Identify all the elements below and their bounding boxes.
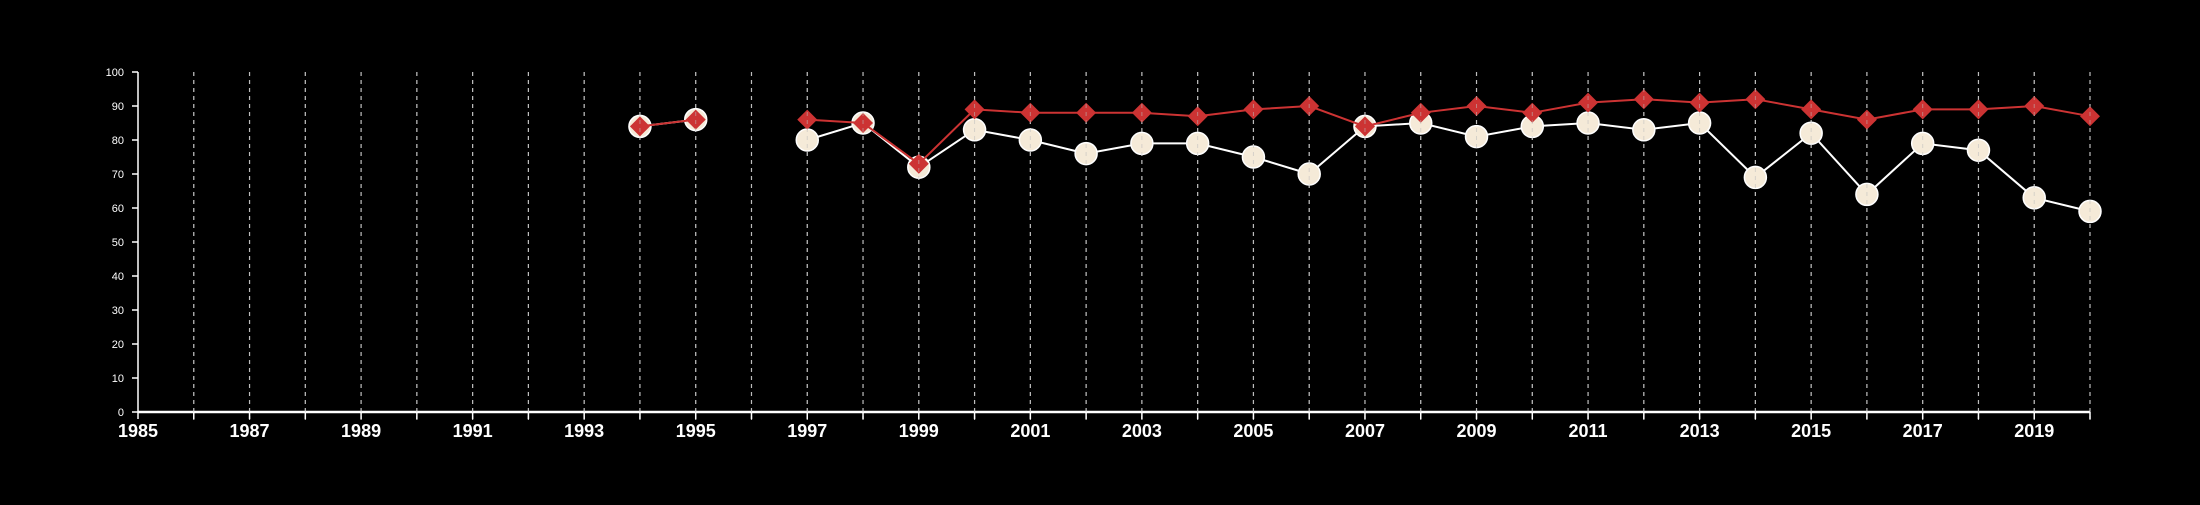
y-tick-label: 20 <box>112 339 124 351</box>
y-tick-label: 90 <box>112 101 124 113</box>
y-tick-label: 30 <box>112 305 124 317</box>
x-tick-label: 1985 <box>118 421 158 441</box>
data-point-diamond <box>797 109 818 130</box>
series-line <box>807 98 2091 166</box>
y-tick-label: 0 <box>118 407 124 419</box>
data-point-diamond <box>1354 116 1375 137</box>
x-tick-label: 1997 <box>787 421 827 441</box>
data-point-diamond <box>1912 99 1933 120</box>
y-tick-label: 10 <box>112 373 124 385</box>
data-point-circle <box>1241 145 1266 169</box>
data-point-diamond <box>1856 109 1877 130</box>
data-point-circle <box>1966 138 1991 162</box>
series-line <box>639 118 696 128</box>
data-point-circle <box>1130 131 1154 156</box>
y-tick-label: 100 <box>106 67 124 79</box>
data-point-circle <box>1185 131 1210 156</box>
axis-layer: 0 10 20 30 40 50 60 70 80 90 100 1985 1987 1989 1991 19… <box>106 67 2091 441</box>
x-tick-label: 2005 <box>1233 421 1273 441</box>
y-tick-label: 80 <box>112 135 124 147</box>
x-tick-label: 1989 <box>341 421 381 441</box>
x-tick-label: 2017 <box>1903 421 1943 441</box>
x-tick-label: 1987 <box>230 421 270 441</box>
data-point-diamond <box>685 109 706 130</box>
data-point-diamond <box>1578 92 1599 113</box>
y-tick-label: 40 <box>112 271 124 283</box>
data-point-diamond <box>629 116 650 137</box>
y-tick-label: 70 <box>112 169 124 181</box>
data-point-circle <box>1799 121 1823 145</box>
x-tick-label: 2019 <box>2014 421 2054 441</box>
data-point-diamond <box>1243 99 1264 120</box>
data-point-circle <box>2022 186 2046 210</box>
x-tick-label: 1999 <box>899 421 939 441</box>
data-point-diamond <box>1801 99 1822 120</box>
series-layer <box>193 72 2102 412</box>
data-point-diamond <box>2080 106 2100 127</box>
x-tick-label: 2009 <box>1456 421 1496 441</box>
data-point-circle <box>1297 162 1321 186</box>
data-point-diamond <box>1689 92 1710 113</box>
y-tick-label: 50 <box>112 237 124 249</box>
x-tick-label: 2013 <box>1680 421 1720 441</box>
series-line <box>806 121 2091 213</box>
data-point-circle <box>1910 131 1935 156</box>
x-tick-label: 2015 <box>1791 421 1831 441</box>
x-tick-label: 2007 <box>1345 421 1385 441</box>
x-tick-label: 1991 <box>453 421 493 441</box>
y-tick-label: 60 <box>112 203 124 215</box>
x-tick-label: 2011 <box>1569 421 1608 441</box>
data-point-diamond <box>964 99 985 120</box>
x-tick-label: 1995 <box>676 421 716 441</box>
x-tick-label: 2001 <box>1010 421 1050 441</box>
data-point-diamond <box>1187 106 1208 127</box>
data-point-diamond <box>1968 99 1989 120</box>
x-tick-label: 1993 <box>564 421 604 441</box>
x-tick-label: 2003 <box>1122 421 1162 441</box>
